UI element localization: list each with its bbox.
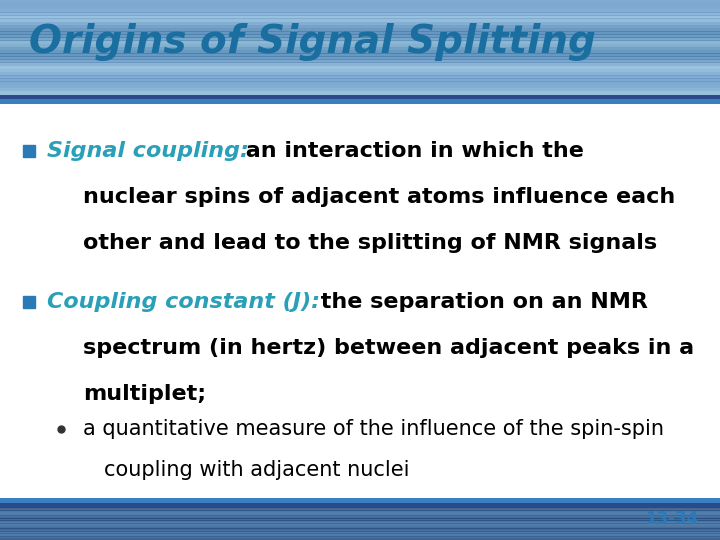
Bar (0, 53, 720, 57)
Bar (0, 525, 720, 527)
Bar (0, 18, 720, 22)
Bar (0, 514, 720, 516)
Bar (0, 512, 720, 514)
Text: the separation on an NMR: the separation on an NMR (313, 292, 648, 313)
Text: an interaction in which the: an interaction in which the (238, 141, 583, 161)
Bar (0, 34, 720, 38)
Bar (0, 84, 720, 88)
Bar (0, 503, 720, 508)
Bar (0, 522, 720, 524)
Text: coupling with adjacent nuclei: coupling with adjacent nuclei (104, 460, 410, 480)
Text: other and lead to the splitting of NMR signals: other and lead to the splitting of NMR s… (83, 233, 657, 253)
Text: Coupling constant (J):: Coupling constant (J): (47, 292, 320, 313)
Bar (0, 94, 720, 99)
Bar (0, 47, 720, 50)
Bar (0, 69, 720, 72)
Bar (0, 66, 720, 69)
Bar (0, 15, 720, 19)
Bar (0, 507, 720, 509)
Bar (0, 99, 720, 104)
Bar (0, 82, 720, 85)
Bar (0, 530, 720, 532)
Bar (0, 50, 720, 53)
Bar (0, 37, 720, 41)
Bar (0, 0, 720, 3)
Bar (0, 75, 720, 79)
Bar (0, 56, 720, 60)
Bar (0, 63, 720, 66)
Bar (0, 78, 720, 82)
Text: multiplet;: multiplet; (83, 384, 206, 404)
Bar (0, 526, 720, 529)
Bar (0, 22, 720, 25)
Bar (0, 40, 720, 44)
Bar (0, 535, 720, 537)
Bar (0, 509, 720, 511)
Bar (0, 523, 720, 525)
Bar (0, 44, 720, 47)
Bar (0, 518, 720, 521)
Text: 13-34: 13-34 (645, 510, 698, 529)
Bar (0, 59, 720, 63)
Bar (0, 25, 720, 29)
Bar (0, 9, 720, 12)
Bar (0, 517, 720, 519)
Bar (0, 6, 720, 10)
Bar (0, 528, 720, 530)
Bar (0, 498, 720, 503)
Bar (0, 91, 720, 94)
FancyBboxPatch shape (0, 0, 720, 94)
Bar (0, 510, 720, 512)
Bar (0, 72, 720, 76)
Bar (0, 28, 720, 31)
Bar (0, 538, 720, 540)
Bar (0, 531, 720, 534)
Text: Origins of Signal Splitting: Origins of Signal Splitting (29, 23, 595, 61)
Bar (0, 533, 720, 535)
Bar (0, 31, 720, 35)
Bar (0, 3, 720, 6)
Bar (0, 12, 720, 16)
Text: a quantitative measure of the influence of the spin-spin: a quantitative measure of the influence … (83, 419, 664, 440)
Text: Signal coupling:: Signal coupling: (47, 141, 248, 161)
Bar (0, 87, 720, 91)
Text: nuclear spins of adjacent atoms influence each: nuclear spins of adjacent atoms influenc… (83, 187, 675, 207)
Bar (0, 520, 720, 522)
Text: spectrum (in hertz) between adjacent peaks in a: spectrum (in hertz) between adjacent pea… (83, 338, 694, 359)
Bar (0, 536, 720, 538)
Bar (0, 515, 720, 517)
